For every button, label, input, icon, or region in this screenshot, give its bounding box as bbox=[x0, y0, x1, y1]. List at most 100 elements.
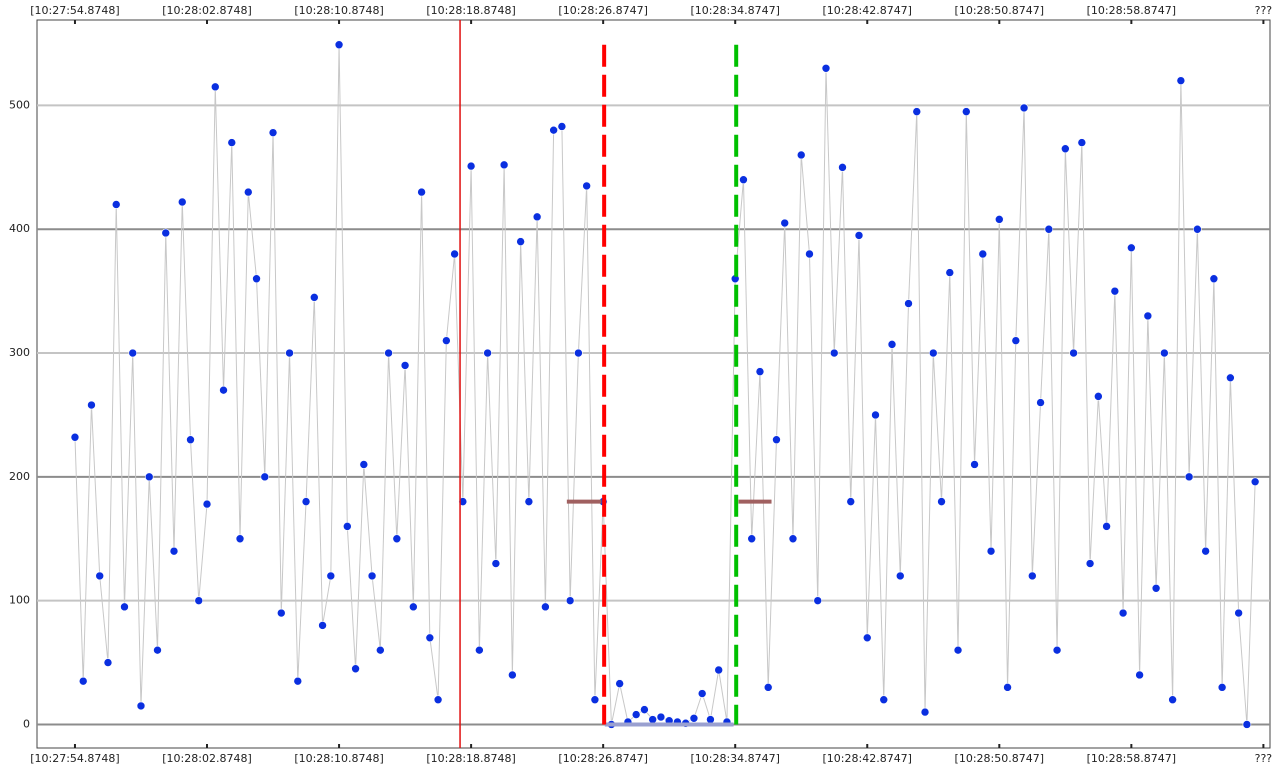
data-point bbox=[235, 534, 245, 544]
data-point bbox=[1217, 683, 1227, 692]
data-point bbox=[400, 361, 410, 370]
data-point bbox=[590, 695, 600, 705]
data-point bbox=[516, 237, 525, 246]
data-point bbox=[128, 348, 138, 358]
data-point bbox=[904, 299, 913, 308]
data-point bbox=[87, 400, 96, 410]
data-point bbox=[805, 249, 814, 259]
y-tick-label: 500 bbox=[9, 98, 30, 111]
data-point bbox=[1077, 138, 1087, 147]
data-point bbox=[458, 497, 468, 506]
data-point bbox=[268, 128, 278, 137]
data-point bbox=[1044, 224, 1054, 234]
x-tick-label-top: [10:28:58.8747] bbox=[1087, 4, 1176, 17]
data-point bbox=[1234, 608, 1243, 618]
data-point bbox=[928, 348, 938, 358]
data-point bbox=[1242, 720, 1252, 729]
data-point bbox=[326, 571, 336, 581]
data-point bbox=[648, 715, 657, 724]
data-point bbox=[359, 460, 369, 469]
data-point bbox=[631, 710, 641, 719]
data-point bbox=[219, 385, 228, 395]
plot-frame bbox=[36, 19, 1271, 749]
data-point bbox=[1184, 472, 1194, 482]
data-point bbox=[706, 715, 715, 724]
data-point bbox=[788, 534, 798, 544]
data-point bbox=[111, 200, 121, 209]
data-point bbox=[582, 181, 591, 191]
data-point bbox=[103, 658, 113, 667]
x-tick-label-bottom: [10:28:50.8747] bbox=[955, 752, 1044, 765]
data-point bbox=[821, 63, 831, 73]
data-point bbox=[574, 348, 583, 358]
data-point bbox=[689, 713, 699, 723]
x-tick-label-bottom: [10:27:54.8748] bbox=[30, 752, 119, 765]
data-point bbox=[640, 705, 649, 714]
data-point bbox=[697, 689, 707, 698]
data-point bbox=[879, 695, 889, 705]
data-point bbox=[763, 683, 773, 692]
y-tick-label: 100 bbox=[9, 594, 30, 607]
data-point bbox=[450, 249, 459, 259]
x-tick-label-bottom: [10:28:42.8747] bbox=[823, 752, 912, 765]
data-point bbox=[945, 268, 955, 277]
data-point bbox=[565, 596, 575, 605]
data-point bbox=[392, 534, 402, 544]
data-point bbox=[937, 497, 946, 506]
data-point bbox=[796, 150, 806, 160]
data-point bbox=[1028, 571, 1037, 581]
data-point bbox=[95, 571, 105, 581]
data-point bbox=[252, 274, 261, 284]
data-point bbox=[970, 460, 979, 469]
data-point bbox=[293, 676, 303, 686]
x-tick-label-top: [10:28:26.8747] bbox=[558, 4, 647, 17]
data-point bbox=[161, 228, 171, 238]
data-point bbox=[1052, 645, 1062, 655]
data-point bbox=[334, 40, 344, 50]
data-point bbox=[1003, 683, 1012, 692]
data-point bbox=[417, 187, 426, 197]
data-point bbox=[384, 348, 393, 358]
data-point bbox=[1061, 144, 1070, 154]
data-point bbox=[310, 293, 319, 302]
data-point bbox=[1176, 76, 1186, 85]
data-point bbox=[615, 679, 624, 688]
data-point bbox=[318, 621, 327, 630]
data-point bbox=[524, 497, 534, 506]
data-point bbox=[1118, 608, 1128, 618]
data-point bbox=[953, 645, 963, 655]
data-point bbox=[895, 571, 905, 581]
data-point bbox=[491, 559, 501, 568]
x-tick-label-bottom: [10:28:26.8747] bbox=[558, 752, 647, 765]
y-tick-label: 0 bbox=[23, 717, 30, 730]
data-point bbox=[120, 602, 129, 612]
data-point bbox=[1069, 348, 1078, 358]
data-point bbox=[442, 336, 451, 345]
series-line bbox=[74, 44, 1256, 725]
data-point bbox=[532, 212, 542, 222]
data-point bbox=[466, 161, 476, 171]
x-tick-label-top: [10:28:50.8747] bbox=[955, 4, 1044, 17]
data-point bbox=[508, 670, 517, 680]
data-point bbox=[549, 125, 558, 135]
data-point bbox=[780, 218, 790, 228]
y-tick-label: 200 bbox=[9, 470, 30, 483]
data-point bbox=[194, 596, 204, 605]
data-point bbox=[557, 122, 567, 131]
data-point bbox=[202, 499, 212, 509]
data-point bbox=[276, 608, 286, 618]
data-point bbox=[260, 472, 270, 482]
data-point bbox=[838, 163, 847, 172]
x-tick-label-bottom: [10:28:58.8747] bbox=[1087, 752, 1176, 765]
x-tick-label-top: [10:27:54.8748] bbox=[30, 4, 119, 17]
data-point bbox=[1250, 477, 1260, 487]
data-point bbox=[186, 435, 195, 445]
data-point bbox=[986, 546, 996, 556]
data-point bbox=[871, 410, 880, 420]
data-point bbox=[210, 82, 220, 92]
data-point bbox=[1143, 311, 1153, 321]
data-point bbox=[376, 645, 385, 655]
data-point bbox=[541, 602, 550, 612]
